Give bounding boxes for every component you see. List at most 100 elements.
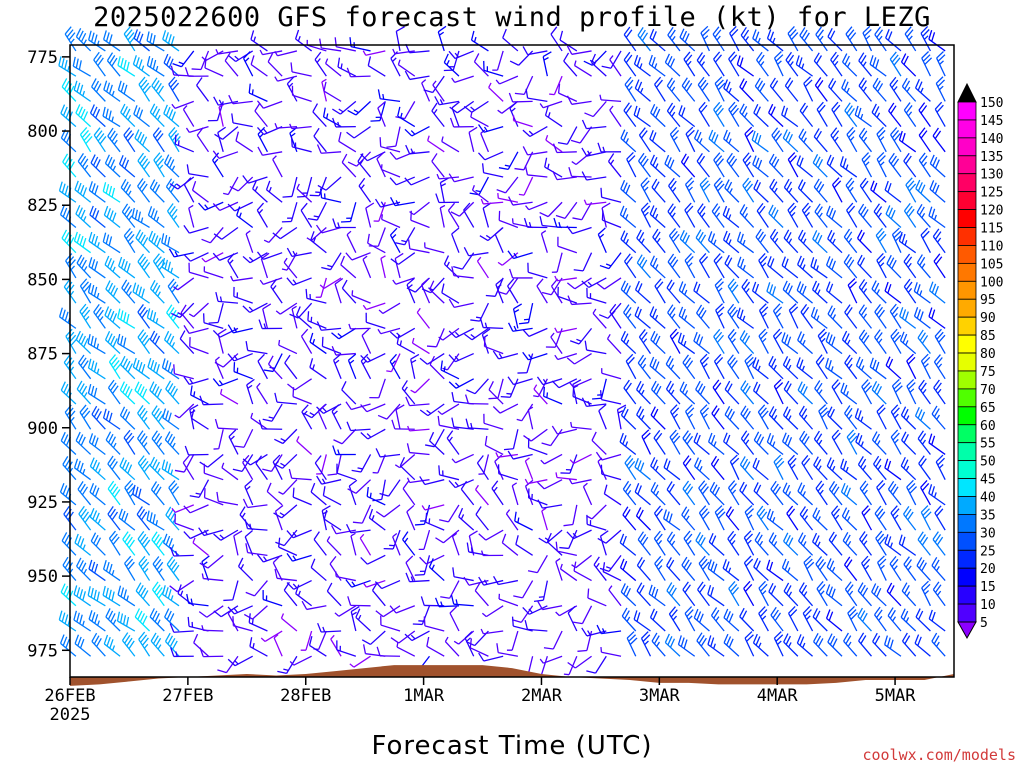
wind-barb bbox=[564, 201, 578, 219]
wind-barb-feather bbox=[681, 308, 686, 319]
wind-barb-feather bbox=[82, 468, 86, 475]
wind-barb bbox=[317, 410, 327, 430]
wind-barb-feather bbox=[797, 229, 804, 239]
wind-barb-feather bbox=[156, 216, 160, 222]
wind-barb-feather bbox=[935, 382, 942, 391]
wind-barb-feather bbox=[803, 205, 811, 214]
wind-barb-feather bbox=[826, 205, 831, 215]
wind-barb bbox=[392, 536, 401, 556]
credit-link[interactable]: coolwx.com/models bbox=[862, 746, 1016, 764]
wind-barb-feather bbox=[771, 286, 777, 296]
wind-barb-feather bbox=[428, 518, 431, 524]
wind-barb bbox=[219, 252, 239, 261]
wind-barb-feather bbox=[191, 68, 202, 71]
wind-barb-feather bbox=[931, 435, 936, 446]
wind-barb-feather bbox=[827, 633, 833, 643]
wind-barb-feather bbox=[127, 435, 135, 444]
wind-barb-feather bbox=[875, 530, 883, 539]
wind-barb-feather bbox=[758, 580, 766, 589]
wind-barb-feather bbox=[668, 483, 675, 493]
wind-barb-feather bbox=[592, 308, 597, 314]
wind-barb-feather bbox=[918, 379, 925, 389]
wind-barb bbox=[474, 590, 489, 607]
wind-barb-feather bbox=[78, 434, 84, 444]
wind-barb-feather bbox=[108, 84, 113, 95]
wind-barb-feather bbox=[933, 379, 940, 389]
wind-barb-feather bbox=[435, 193, 440, 203]
wind-barb-feather bbox=[234, 659, 239, 665]
wind-barb-feather bbox=[627, 356, 635, 365]
wind-barb-feather bbox=[745, 129, 754, 138]
wind-barb-feather bbox=[441, 136, 444, 142]
wind-barb-feather bbox=[782, 129, 788, 139]
wind-barb-feather bbox=[698, 480, 706, 489]
wind-barb-feather bbox=[332, 218, 337, 228]
wind-barb-feather bbox=[312, 338, 316, 345]
wind-barb-feather bbox=[77, 636, 82, 647]
wind-barb-feather bbox=[845, 177, 853, 186]
wind-barb-feather bbox=[150, 208, 155, 218]
wind-barb-feather bbox=[265, 180, 271, 191]
wind-barb-feather bbox=[639, 462, 645, 472]
colorbar-label: 150 bbox=[980, 96, 1003, 111]
wind-barb-feather bbox=[755, 383, 761, 394]
wind-barb-feather bbox=[768, 153, 775, 163]
wind-barb-feather bbox=[169, 281, 177, 290]
wind-barb-feather bbox=[169, 205, 176, 215]
wind-barb-feather bbox=[272, 555, 281, 564]
wind-barb-feather bbox=[414, 573, 425, 576]
wind-barb-feather bbox=[652, 333, 658, 343]
colorbar-label: 70 bbox=[980, 383, 996, 398]
wind-barb-feather bbox=[905, 281, 913, 290]
wind-barb-feather bbox=[847, 205, 856, 214]
wind-barb-feather bbox=[920, 155, 928, 164]
wind-barb-feather bbox=[82, 158, 89, 168]
wind-barb-feather bbox=[898, 130, 903, 141]
wind-barb bbox=[425, 554, 445, 565]
wind-barb-feather bbox=[573, 60, 577, 66]
wind-barb bbox=[557, 352, 578, 361]
wind-barb-feather bbox=[917, 636, 922, 646]
wind-barb-feather bbox=[712, 379, 720, 388]
wind-barb-feather bbox=[877, 555, 885, 563]
wind-barb-feather bbox=[799, 636, 805, 646]
wind-barb-feather bbox=[812, 230, 818, 240]
wind-barb-feather bbox=[724, 380, 731, 390]
wind-barb-feather bbox=[141, 334, 149, 344]
wind-barb-feather bbox=[122, 531, 129, 540]
wind-barb-feather bbox=[172, 312, 179, 322]
wind-barb-feather bbox=[483, 334, 489, 339]
wind-barb-feather bbox=[104, 154, 110, 164]
wind-barb-feather bbox=[893, 230, 902, 239]
wind-barb-feather bbox=[361, 328, 370, 336]
wind-barb-feather bbox=[876, 252, 884, 261]
wind-barb-feather bbox=[177, 140, 180, 146]
wind-barb-feather bbox=[438, 31, 445, 36]
wind-barb-feather bbox=[611, 310, 616, 316]
wind-barb-feather bbox=[713, 177, 722, 186]
wind-barb-feather bbox=[150, 481, 158, 490]
wind-barb-feather bbox=[855, 432, 860, 443]
wind-barb-feather bbox=[797, 381, 803, 391]
wind-barb-feather bbox=[171, 312, 181, 319]
wind-barb-feather bbox=[249, 637, 253, 647]
wind-barb-feather bbox=[513, 252, 518, 258]
wind-barb-feather bbox=[803, 414, 808, 420]
wind-barb-feather bbox=[120, 178, 127, 188]
wind-barb-feather bbox=[139, 332, 147, 341]
wind-barb-feather bbox=[460, 480, 468, 490]
wind-barb-feather bbox=[753, 482, 759, 492]
wind-barb bbox=[188, 207, 195, 228]
wind-barb-feather bbox=[301, 328, 309, 337]
wind-barb-feather bbox=[127, 133, 135, 142]
wind-barb-feather bbox=[82, 90, 86, 97]
wind-barb bbox=[380, 327, 401, 335]
wind-barb-feather bbox=[351, 469, 362, 473]
wind-barb-feather bbox=[641, 429, 650, 437]
wind-barb-feather bbox=[814, 283, 820, 293]
wind-barb-feather bbox=[713, 239, 717, 245]
wind-barb bbox=[451, 107, 460, 127]
wind-barb-feather bbox=[920, 25, 929, 34]
wind-barb-feather bbox=[744, 180, 752, 189]
wind-barb bbox=[291, 125, 312, 130]
